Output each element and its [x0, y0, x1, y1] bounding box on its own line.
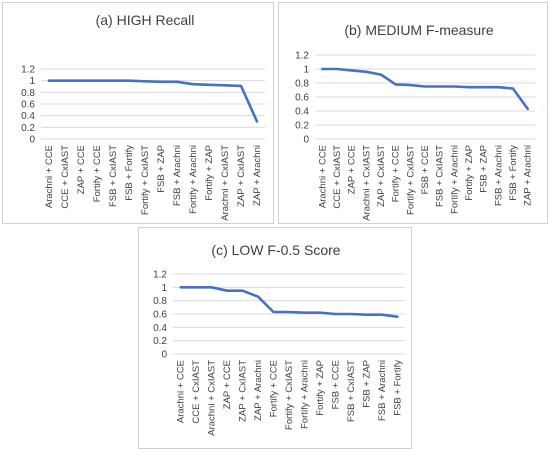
y-tick-label: 0.4: [21, 111, 35, 122]
chart-svg-medium-f-measure: (b) MEDIUM F-measure 0 0.2 0.4 0.6 0.8 1 1.2 Ara…: [295, 22, 535, 221]
x-tick-label: CCE + CxIAST: [332, 145, 343, 209]
chart-svg-high-recall: (a) HIGH Recall 00.20.40.60.811.2 Arachni …: [21, 12, 265, 221]
x-tick-label: FSB + Fortify: [508, 145, 519, 201]
x-tick-label: FSB + CCE: [420, 145, 431, 194]
x-tick-label: Fortify + Arachni: [188, 145, 199, 214]
x-tick-label: Fortify + CxIAST: [284, 360, 295, 430]
y-tick-label: 0.2: [153, 336, 167, 347]
y-tick-label: 0.8: [21, 88, 35, 99]
chart-title: (b) MEDIUM F-measure: [344, 22, 494, 38]
x-tick-label: ZAP + CxIAST: [376, 145, 387, 207]
y-tick-label: 1.2: [295, 51, 309, 62]
chart-panel-high-recall: (a) HIGH Recall 0 0.2 0.4 0.6 0.8 1 1.2 Arachni …: [2, 2, 274, 224]
x-tick-label: ZAP + CCE: [222, 360, 233, 409]
x-tick-label: CCE + CxIAST: [191, 360, 202, 424]
x-tick-label: ZAP + Arachni: [523, 145, 534, 206]
x-tick-label: Arachni + CCE: [176, 360, 187, 423]
x-tick-label: Fortify + CxIAST: [405, 145, 416, 215]
y-tick-label: 1.2: [153, 270, 167, 281]
x-tick-label: FSB + CCE: [330, 360, 341, 409]
x-tick-label: Fortify + Arachni: [299, 360, 310, 429]
chart-title: (c) LOW F-0.5 Score: [211, 242, 340, 258]
x-tick-label: Fortify + CxIAST: [140, 145, 151, 215]
series-line: [179, 285, 399, 318]
y-tick-label: 1: [161, 283, 167, 294]
x-tick-label: Fortify + CCE: [269, 360, 280, 417]
x-tick-label: FSB + CxIAST: [435, 145, 446, 207]
chart-panel-medium-f-measure: (b) MEDIUM F-measure 0 0.2 0.4 0.6 0.8 1 1.2 Ara…: [278, 2, 548, 224]
x-tick-label: ZAP + Arachni: [253, 360, 264, 421]
y-tick-label: 1.2: [21, 65, 35, 76]
x-tick-label: Fortify + ZAP: [464, 145, 475, 201]
x-tick-label: Fortify + ZAP: [204, 145, 215, 201]
series-line: [47, 79, 259, 123]
x-tick-label: Fortify + Arachni: [449, 145, 460, 214]
x-tick-label: FSB + CxIAST: [346, 360, 357, 422]
y-tick-label: 0.6: [21, 100, 35, 111]
x-tick-label: Arachni + CCE: [44, 145, 55, 208]
x-tick-label: FSB + Arachni: [377, 360, 388, 421]
x-tick-label: Arachni + CCE: [317, 145, 328, 208]
x-tick-label: Fortify + CCE: [92, 145, 103, 202]
y-tick-label: 0.4: [295, 107, 309, 118]
x-tick-label: FSB + Arachni: [172, 145, 183, 206]
y-tick-label: 0.2: [21, 123, 35, 134]
y-tick-label: 0.4: [153, 323, 167, 334]
x-tick-label: FSB + Fortify: [124, 145, 135, 201]
series-line: [320, 67, 529, 111]
y-tick-label: 0: [161, 350, 167, 361]
x-tick-label: FSB + ZAP: [156, 145, 167, 193]
x-tick-label: Arachni + CxIAST: [220, 145, 231, 221]
chart-svg-low-f05-score: (c) LOW F-0.5 Score 0 0.2 0.4 0.6 0.8 1 1.2 Arac…: [153, 242, 405, 436]
x-tick-label: ZAP + CxIAST: [238, 360, 249, 422]
y-tick-label: 0.6: [295, 93, 309, 104]
x-tick-label: CCE + CxIAST: [60, 145, 71, 209]
y-tick-label: 0.6: [153, 310, 167, 321]
y-tick-label: 0.8: [153, 296, 167, 307]
x-tick-label: FSB + ZAP: [479, 145, 490, 193]
y-tick-label: 1: [303, 65, 309, 76]
chart-panel-low-f05-score: (c) LOW F-0.5 Score 0 0.2 0.4 0.6 0.8 1 1.2 Arac…: [138, 227, 412, 449]
x-tick-label: Fortify + ZAP: [315, 360, 326, 416]
y-tick-label: 0: [303, 135, 309, 146]
chart-title: (a) HIGH Recall: [96, 12, 195, 28]
x-tick-label: Fortify + CCE: [391, 145, 402, 202]
y-tick-label: 1: [29, 76, 35, 87]
x-tick-label: Arachni + CxIAST: [207, 360, 218, 436]
x-tick-label: FSB + Arachni: [493, 145, 504, 206]
x-tick-label: FSB + Fortify: [392, 360, 403, 416]
x-tick-label: ZAP + Arachni: [252, 145, 263, 206]
x-tick-label: ZAP + CCE: [76, 145, 87, 194]
x-tick-label: ZAP + CCE: [347, 145, 358, 194]
x-tick-label: FSB + CxIAST: [108, 145, 119, 207]
y-tick-label: 0.2: [295, 121, 309, 132]
x-tick-label: ZAP + CxIAST: [236, 145, 247, 207]
y-tick-label: 0.8: [295, 79, 309, 90]
y-tick-label: 0: [29, 135, 35, 146]
x-tick-label: Arachni + CxIAST: [361, 145, 372, 221]
x-tick-label: FSB + ZAP: [361, 360, 372, 408]
